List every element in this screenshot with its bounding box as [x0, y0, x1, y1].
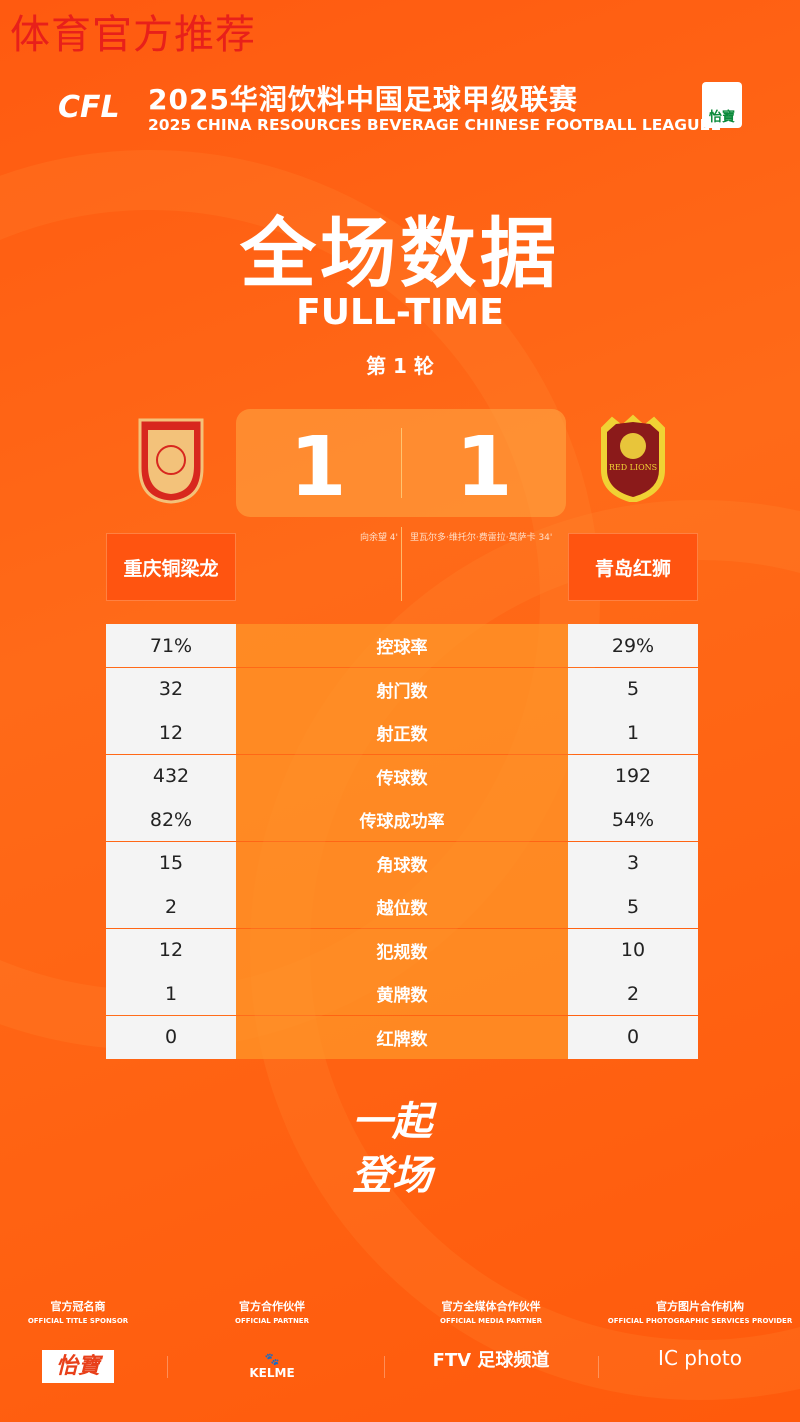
home-value: 0: [106, 1015, 236, 1059]
sponsor-cn: 官方冠名商: [50, 1300, 106, 1313]
yibao-logo: 怡寶: [0, 1348, 178, 1383]
home-value: 82%: [106, 798, 236, 841]
home-value: 12: [106, 928, 236, 972]
home-value: 32: [106, 667, 236, 711]
away-value: 29%: [568, 624, 698, 667]
sponsor-en: OFFICIAL PARTNER: [235, 1317, 309, 1325]
sponsor-en: OFFICIAL PHOTOGRAPHIC SERVICES PROVIDER: [607, 1317, 793, 1325]
ftv-logo: FTV 足球频道: [432, 1350, 550, 1371]
home-team-name: 重庆铜梁龙: [106, 533, 236, 601]
league-title-cn: 2025华润饮料中国足球甲级联赛: [148, 83, 578, 116]
stat-label: 角球数: [236, 841, 568, 885]
stat-row: 12 射正数 1: [106, 711, 698, 754]
page-subtitle: FULL-TIME: [296, 292, 504, 333]
home-value: 15: [106, 841, 236, 885]
stat-row: 12 犯规数 10: [106, 928, 698, 972]
home-score: 1: [289, 420, 347, 515]
away-score: 1: [455, 420, 513, 515]
away-crest-text: RED LIONS: [609, 463, 657, 472]
stat-label: 射门数: [236, 667, 568, 711]
away-value: 1: [568, 711, 698, 754]
away-scorers: 里瓦尔多·维托尔·费雷拉·莫萨卡 34': [410, 533, 553, 543]
watermark: 体育官方推荐: [10, 12, 256, 58]
away-value: 3: [568, 841, 698, 885]
round-label: 第 1 轮: [366, 354, 434, 378]
away-value: 54%: [568, 798, 698, 841]
stat-label: 控球率: [236, 624, 568, 667]
scorer-divider: [401, 527, 402, 601]
stat-row: 2 越位数 5: [106, 885, 698, 928]
stat-label: 射正数: [236, 711, 568, 754]
stat-label: 黄牌数: [236, 972, 568, 1015]
stat-label: 红牌数: [236, 1015, 568, 1059]
away-value: 2: [568, 972, 698, 1015]
sponsor-photo: 官方图片合作机构 OFFICIAL PHOTOGRAPHIC SERVICES P…: [600, 1298, 800, 1325]
home-value: 12: [106, 711, 236, 754]
divider: [167, 1356, 168, 1378]
league-title-en: 2025 CHINA RESOURCES BEVERAGE CHINESE FO…: [148, 116, 721, 134]
sponsor-cn: 官方图片合作机构: [656, 1300, 744, 1313]
home-value: 2: [106, 885, 236, 928]
home-value: 432: [106, 754, 236, 798]
sponsor-en: OFFICIAL TITLE SPONSOR: [27, 1317, 129, 1325]
stat-row: 71% 控球率 29%: [106, 624, 698, 667]
cfl-logo: CFL: [58, 90, 120, 125]
stat-label: 犯规数: [236, 928, 568, 972]
away-value: 0: [568, 1015, 698, 1059]
home-crest-icon: [138, 418, 204, 504]
stats-table: 71% 控球率 29% 32 射门数 5 12 射正数 1 432 传球数 192 82% 传球成…: [106, 624, 698, 1059]
stat-row: 32 射门数 5: [106, 667, 698, 711]
away-value: 5: [568, 667, 698, 711]
home-scorers: 向余望 4': [359, 533, 398, 543]
page-title: 全场数据: [240, 209, 560, 298]
stat-row: 0 红牌数 0: [106, 1015, 698, 1059]
sponsor-cn: 官方合作伙伴: [239, 1300, 305, 1313]
sponsor-badge: 怡寶: [702, 82, 742, 128]
sponsor-cn: 官方全媒体合作伙伴: [441, 1300, 541, 1313]
slogan-line: 一起: [352, 1098, 432, 1145]
stat-row: 15 角球数 3: [106, 841, 698, 885]
away-value: 192: [568, 754, 698, 798]
icphoto-logo: IC photo: [658, 1346, 742, 1370]
divider: [384, 1356, 385, 1378]
stat-row: 1 黄牌数 2: [106, 972, 698, 1015]
stat-row: 82% 传球成功率 54%: [106, 798, 698, 841]
home-value: 71%: [106, 624, 236, 667]
kelme-logo: 🐾 KELME: [249, 1352, 295, 1380]
score-divider: [401, 428, 402, 498]
divider: [598, 1356, 599, 1378]
slogan: 一起 登场: [352, 1095, 432, 1203]
away-value: 5: [568, 885, 698, 928]
stat-label: 传球成功率: [236, 798, 568, 841]
away-crest-icon: RED LIONS: [601, 414, 665, 502]
stat-row: 432 传球数 192: [106, 754, 698, 798]
sponsor-media: 官方全媒体合作伙伴 OFFICIAL MEDIA PARTNER: [391, 1298, 591, 1325]
sponsor-en: OFFICIAL MEDIA PARTNER: [440, 1317, 542, 1325]
stat-label: 传球数: [236, 754, 568, 798]
slogan-line: 登场: [352, 1152, 432, 1199]
away-team-name: 青岛红狮: [568, 533, 698, 601]
away-value: 10: [568, 928, 698, 972]
sponsor-title: 官方冠名商 OFFICIAL TITLE SPONSOR: [0, 1298, 178, 1325]
home-value: 1: [106, 972, 236, 1015]
stat-label: 越位数: [236, 885, 568, 928]
sponsor-partner: 官方合作伙伴 OFFICIAL PARTNER: [172, 1298, 372, 1325]
